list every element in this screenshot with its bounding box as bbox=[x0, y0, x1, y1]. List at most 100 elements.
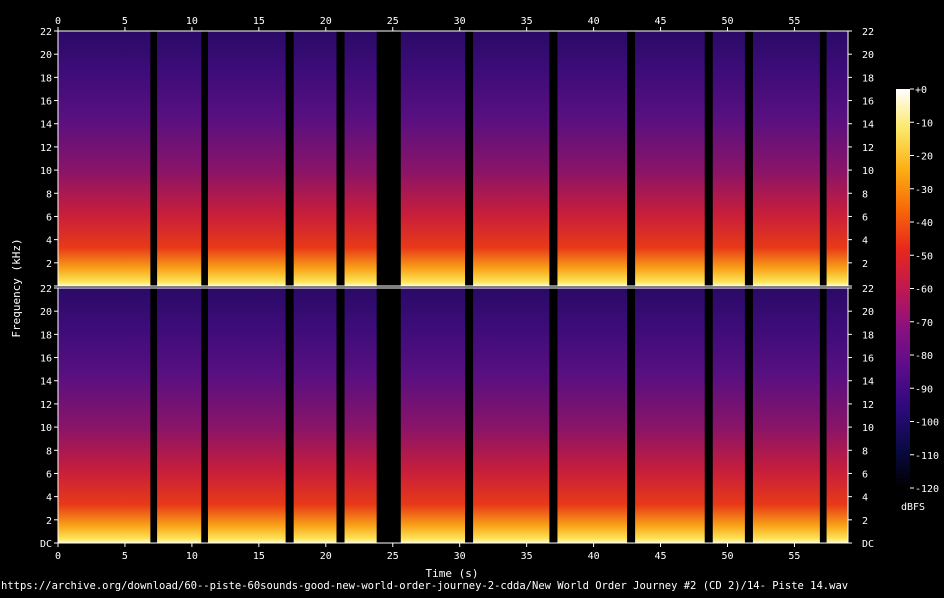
y-tick-label-left: 22 bbox=[40, 27, 52, 38]
channel-bottom-frame bbox=[57, 287, 849, 544]
x-tick-label-bottom: 25 bbox=[387, 551, 399, 562]
colorbar-tick-label: -90 bbox=[915, 384, 933, 395]
x-tick-label-top: 0 bbox=[55, 16, 61, 27]
colorbar-tick-label: -20 bbox=[915, 152, 933, 163]
colorbar-tick-label: -110 bbox=[915, 451, 939, 462]
x-tick-label-bottom: 35 bbox=[521, 551, 533, 562]
x-tick-label-top: 45 bbox=[655, 16, 667, 27]
x-axis-label: Time (s) bbox=[426, 567, 479, 580]
x-tick-label-bottom: 20 bbox=[320, 551, 332, 562]
colorbar-tick-label: -100 bbox=[915, 418, 939, 429]
colorbar-tick-label: -120 bbox=[915, 484, 939, 495]
colorbar-tick-label: +0 bbox=[915, 85, 927, 96]
x-tick-label-bottom: 15 bbox=[253, 551, 265, 562]
x-tick-label-top: 55 bbox=[788, 16, 800, 27]
colorbar-tick-label: -30 bbox=[915, 185, 933, 196]
y-tick-label-right: 16 bbox=[862, 97, 874, 108]
y-tick-label-left: 14 bbox=[40, 120, 52, 131]
y-tick-label-left: 6 bbox=[46, 469, 52, 480]
y-tick-label-right: 2 bbox=[862, 259, 868, 270]
channel-top-spectrogram bbox=[58, 31, 848, 286]
colorbar-tick-label: -70 bbox=[915, 318, 933, 329]
x-tick-label-top: 30 bbox=[454, 16, 466, 27]
colorbar-tick-label: -60 bbox=[915, 285, 933, 296]
silent-gap-2-10 bbox=[744, 288, 753, 543]
colorbar-label: dBFS bbox=[901, 502, 925, 513]
x-tick-label-bottom: 30 bbox=[454, 551, 466, 562]
y-tick-label-left: 10 bbox=[40, 423, 52, 434]
y-axis-label: Frequency (kHz) bbox=[10, 238, 23, 337]
y-tick-label-left: 2 bbox=[46, 516, 52, 527]
silent-gap-2-3 bbox=[285, 288, 294, 543]
y-tick-label-right: 14 bbox=[862, 120, 874, 131]
x-tick-label-top: 15 bbox=[253, 16, 265, 27]
colorbar-tick-label: -50 bbox=[915, 251, 933, 262]
x-tick-label-top: 20 bbox=[320, 16, 332, 27]
y-tick-label-left: 14 bbox=[40, 377, 52, 388]
x-tick-label-top: 5 bbox=[122, 16, 128, 27]
x-tick-label-bottom: 45 bbox=[655, 551, 667, 562]
y-tick-label-right: 4 bbox=[862, 236, 868, 247]
x-tick-label-bottom: 55 bbox=[788, 551, 800, 562]
y-tick-label-left: 4 bbox=[46, 493, 52, 504]
silent-gap-1-9 bbox=[704, 31, 713, 286]
y-tick-label-left: 22 bbox=[40, 284, 52, 295]
y-tick-label-right: 18 bbox=[862, 73, 874, 84]
y-tick-label-left: 6 bbox=[46, 212, 52, 223]
x-tick-label-top: 40 bbox=[588, 16, 600, 27]
silent-gap-2-11 bbox=[819, 288, 827, 543]
silent-gap-1-10 bbox=[744, 31, 753, 286]
silent-gap-1-4 bbox=[336, 31, 345, 286]
spectrogram-channels bbox=[58, 31, 848, 543]
x-tick-label-top: 25 bbox=[387, 16, 399, 27]
y-tick-label-right: 20 bbox=[862, 307, 874, 318]
y-tick-label-left: 20 bbox=[40, 307, 52, 318]
y-tick-label-left: 16 bbox=[40, 354, 52, 365]
y-tick-label-right: 22 bbox=[862, 27, 874, 38]
y-tick-label-left: 20 bbox=[40, 50, 52, 61]
x-tick-label-bottom: 40 bbox=[588, 551, 600, 562]
silent-gap-1-3 bbox=[285, 31, 294, 286]
silent-gap-2-4 bbox=[336, 288, 345, 543]
y-tick-label-right: 22 bbox=[862, 284, 874, 295]
silent-gap-2-6 bbox=[465, 288, 474, 543]
colorbar-ticks: +0 -10 -20 -30 -40 -50 -60 -70 -80 -90 -100 -110 -12… bbox=[910, 85, 939, 495]
silent-gap-2-7 bbox=[549, 288, 558, 543]
silent-gap-1-5 bbox=[376, 31, 401, 286]
y-tick-label-right: 4 bbox=[862, 493, 868, 504]
silent-gap-1-6 bbox=[465, 31, 474, 286]
y-tick-label-left: 18 bbox=[40, 330, 52, 341]
y-tick-label-left: 4 bbox=[46, 236, 52, 247]
x-tick-label-bottom: 0 bbox=[55, 551, 61, 562]
y-tick-label-right: 10 bbox=[862, 423, 874, 434]
y-tick-label-right: 10 bbox=[862, 166, 874, 177]
y-tick-label-right: 6 bbox=[862, 212, 868, 223]
y-tick-label-right: 16 bbox=[862, 354, 874, 365]
silent-gap-1-2 bbox=[201, 31, 208, 286]
colorbar-tick-label: -40 bbox=[915, 218, 933, 229]
silent-gaps bbox=[150, 31, 827, 543]
y-tick-label-right: 12 bbox=[862, 143, 874, 154]
x-tick-label-top: 10 bbox=[186, 16, 198, 27]
x-tick-label-top: 35 bbox=[521, 16, 533, 27]
colorbar-tick-label: -10 bbox=[915, 118, 933, 129]
silent-gap-1-8 bbox=[627, 31, 636, 286]
source-url: https://archive.org/download/60--piste-6… bbox=[1, 580, 848, 592]
x-tick-label-bottom: 10 bbox=[186, 551, 198, 562]
y-tick-label-left: 8 bbox=[46, 189, 52, 200]
y-tick-label-left: 8 bbox=[46, 446, 52, 457]
silent-gap-2-1 bbox=[150, 288, 158, 543]
y-tick-label-right: 20 bbox=[862, 50, 874, 61]
y-tick-label-right: 8 bbox=[862, 189, 868, 200]
y-tick-label-left: 18 bbox=[40, 73, 52, 84]
silent-gap-2-9 bbox=[704, 288, 713, 543]
y-tick-label-right: 8 bbox=[862, 446, 868, 457]
x-tick-label-bottom: 50 bbox=[721, 551, 733, 562]
y-tick-label-left: 16 bbox=[40, 97, 52, 108]
y-tick-label-right: 14 bbox=[862, 377, 874, 388]
y-tick-label-right: 18 bbox=[862, 330, 874, 341]
y-tick-label-left: 2 bbox=[46, 259, 52, 270]
y-tick-label-right: 6 bbox=[862, 469, 868, 480]
silent-gap-2-5 bbox=[376, 288, 401, 543]
